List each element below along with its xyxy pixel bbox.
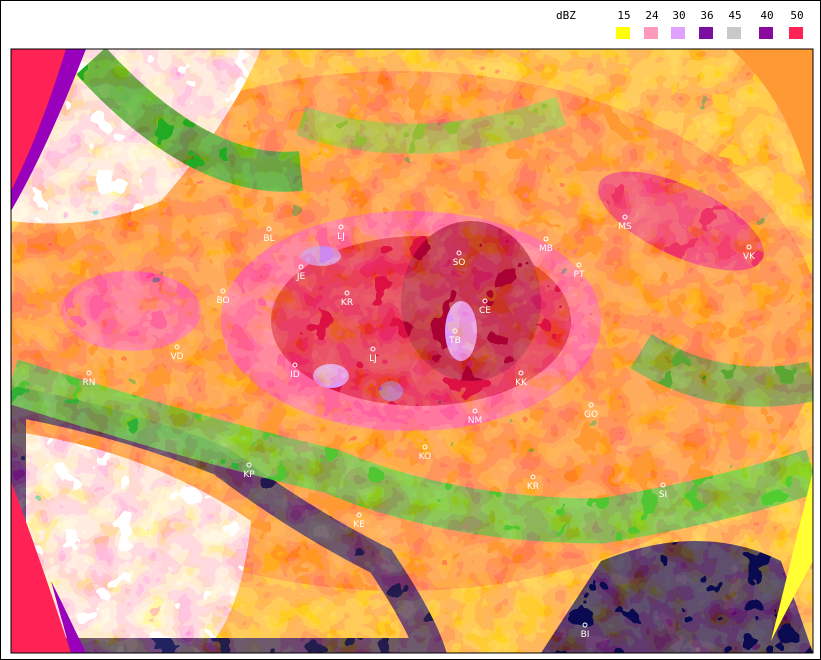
legend-swatch <box>644 27 658 39</box>
city-label: SO <box>453 258 466 268</box>
legend: 15 24 30 36 45 40 50 <box>616 9 804 39</box>
legend-swatch <box>671 27 685 39</box>
legend-label: 40 <box>760 9 773 22</box>
radar-field <box>11 49 813 653</box>
city-markers: BL LJ SO MB MS VK JE CE KR TB BO VD RN ID LJ KK NM PT KP KO… <box>83 214 756 640</box>
city-label: KR <box>527 482 539 492</box>
city-label: MB <box>539 244 553 254</box>
city-label: VK <box>743 252 756 262</box>
city-marker <box>298 264 304 270</box>
city-label: VD <box>170 352 183 362</box>
city-label: SI <box>659 490 667 500</box>
city-marker <box>266 226 272 232</box>
city-marker <box>582 622 588 628</box>
city-marker <box>530 474 536 480</box>
legend-swatch <box>699 27 713 39</box>
legend-label: 36 <box>700 9 713 22</box>
city-label: KR <box>341 298 353 308</box>
city-marker <box>660 482 666 488</box>
city-label: GO <box>584 410 598 420</box>
city-label: ID <box>290 370 300 380</box>
city-marker <box>338 224 344 230</box>
city-label: NM <box>468 416 483 426</box>
city-label: BI <box>581 630 590 640</box>
city-marker <box>174 344 180 350</box>
city-marker <box>588 402 594 408</box>
city-marker <box>370 346 376 352</box>
city-marker <box>344 290 350 296</box>
map-frame <box>10 48 814 654</box>
city-marker <box>456 250 462 256</box>
city-label: TB <box>448 336 461 346</box>
city-marker <box>576 262 582 268</box>
city-label: KK <box>515 378 528 388</box>
city-marker <box>246 462 252 468</box>
city-marker <box>482 298 488 304</box>
legend-label: 50 <box>790 9 803 22</box>
city-label: CE <box>479 306 491 316</box>
city-marker <box>746 244 752 250</box>
city-marker <box>292 362 298 368</box>
city-label: LJ <box>369 354 377 364</box>
legend-label: 30 <box>672 9 685 22</box>
city-marker <box>356 512 362 518</box>
city-marker <box>472 408 478 414</box>
city-marker <box>622 214 628 220</box>
city-marker <box>543 236 549 242</box>
city-label: BL <box>263 234 274 244</box>
city-label: BO <box>216 296 229 306</box>
legend-swatch <box>616 27 630 39</box>
legend-label: 45 <box>728 9 741 22</box>
city-label: KE <box>353 520 365 530</box>
legend-label: 15 <box>617 9 630 22</box>
legend-unit: dBZ <box>556 9 576 22</box>
city-marker <box>220 288 226 294</box>
city-label: MS <box>618 222 632 232</box>
city-label: KP <box>243 470 255 480</box>
city-marker <box>422 444 428 450</box>
legend-swatch <box>727 27 741 39</box>
city-marker <box>518 370 524 376</box>
legend-swatch <box>789 27 803 39</box>
city-label: KO <box>419 452 432 462</box>
legend-swatch <box>759 27 773 39</box>
city-marker <box>452 328 458 334</box>
city-label: LJ <box>337 232 345 242</box>
city-label: JE <box>296 272 306 282</box>
legend-label: 24 <box>645 9 659 22</box>
city-label: PT <box>574 270 585 280</box>
city-marker <box>86 370 92 376</box>
city-label: RN <box>83 378 96 388</box>
